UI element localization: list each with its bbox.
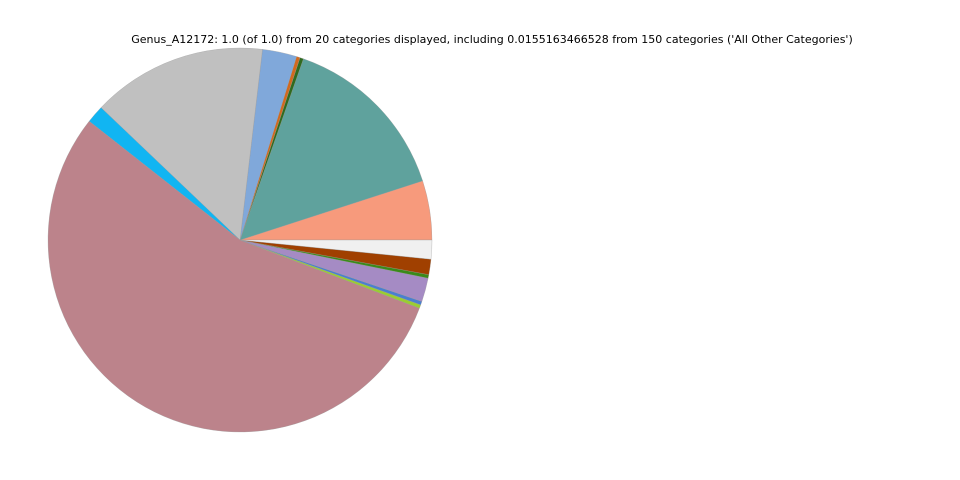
pie-slice (47, 120, 420, 433)
pie-slice (239, 58, 423, 241)
chart-title: Genus_A12172: 1.0 (of 1.0) from 20 categ… (131, 33, 853, 46)
pie-slice (239, 239, 433, 260)
pie-slice (100, 47, 263, 241)
